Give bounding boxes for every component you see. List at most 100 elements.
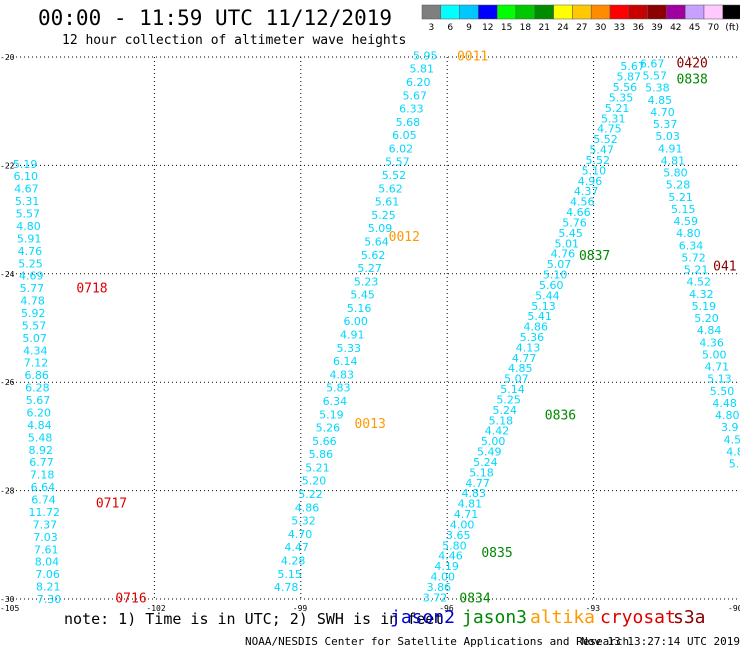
wave-height-point: 4.78 — [20, 295, 45, 308]
colorbar-swatch — [703, 4, 724, 20]
pass-time-label: 0420 — [677, 56, 708, 71]
colorbar-label: 12 — [482, 23, 493, 33]
wave-height-point: 6.05 — [392, 129, 417, 142]
wave-height-point: 3.9 — [721, 421, 739, 434]
wave-height-point: 3.65 — [446, 529, 471, 542]
wave-height-point: 5.80 — [442, 539, 467, 552]
wave-height-point: 5.31 — [601, 112, 626, 125]
wave-height-point: 5.01 — [555, 237, 580, 250]
pass-time-label: 0837 — [579, 249, 610, 264]
wave-height-point: 5.57 — [16, 208, 41, 221]
x-tick-label: -102 — [146, 604, 165, 613]
wave-height-point: 5.19 — [319, 408, 344, 421]
wave-height-point: 6.00 — [343, 315, 368, 328]
wave-height-point: 5.20 — [302, 475, 327, 488]
wave-height-point: 4.76 — [18, 245, 43, 258]
pass-time-label: 0716 — [115, 591, 146, 606]
colorbar-label: 42 — [670, 23, 681, 33]
wave-height-point: 5.95 — [413, 49, 438, 62]
wave-height-point: 5.44 — [535, 289, 560, 302]
colorbar-swatch — [478, 4, 498, 20]
wave-height-point: 4.96 — [578, 175, 603, 188]
wave-height-point: 5.77 — [20, 282, 45, 295]
wave-height-point: 6.14 — [333, 355, 358, 368]
wave-height-point: 5.64 — [364, 235, 389, 248]
wave-height-point: 4.84 — [697, 324, 722, 337]
colorbar-swatch — [722, 4, 740, 20]
colorbar-swatch — [628, 4, 648, 20]
wave-height-point: 4.91 — [658, 142, 683, 155]
wave-height-point: 5.36 — [520, 331, 545, 344]
wave-height-point: 4.32 — [689, 288, 714, 301]
wave-height-point: 4.59 — [674, 215, 699, 228]
wave-height-point: 3.86 — [427, 581, 452, 594]
colorbar-label: 33 — [614, 23, 625, 33]
wave-height-point: 4.91 — [340, 329, 365, 342]
wave-height-point: 5.83 — [326, 382, 351, 395]
colorbar-swatch — [515, 4, 536, 20]
wave-height-point: 8.21 — [36, 581, 61, 594]
pass-time-label: 041 — [713, 260, 736, 275]
wave-height-point: 4.52 — [686, 276, 711, 289]
wave-height-point: 5.15 — [277, 568, 302, 581]
wave-height-point: 4.71 — [454, 508, 479, 521]
units-note: note: 1) Time is in UTC; 2) SWH is in fe… — [64, 610, 444, 628]
wave-height-point: 5.26 — [316, 422, 341, 435]
wave-height-point: 5.35 — [609, 91, 634, 104]
wave-height-point: 7.06 — [35, 568, 60, 581]
wave-height-point: 7.61 — [34, 543, 59, 556]
wave-height-point: 5.25 — [496, 393, 521, 406]
wave-height-point: 5.0 — [729, 458, 740, 471]
wave-height-point: 5.03 — [655, 130, 680, 143]
wave-height-point: 4.46 — [438, 550, 463, 563]
wave-height-point: 5.67 — [403, 89, 428, 102]
wave-height-point: 5.87 — [617, 71, 642, 84]
wave-height-point: 5.61 — [375, 196, 400, 209]
wave-height-point: 6.28 — [25, 382, 50, 395]
wave-height-point: 4.66 — [566, 206, 591, 219]
wave-height-point: 4.5 — [724, 433, 740, 446]
wave-height-point: 6.20 — [26, 406, 51, 419]
wave-height-point: 6.67 — [640, 58, 665, 71]
colorbar-swatch — [572, 4, 592, 20]
wave-height-point: 6.20 — [406, 76, 431, 89]
wave-height-point: 4.81 — [458, 498, 483, 511]
wave-height-point: 5.24 — [493, 404, 518, 417]
wave-height-point: 5.25 — [371, 209, 396, 222]
wave-height-point: 7.12 — [24, 357, 49, 370]
wave-height-point: 4.86 — [524, 321, 549, 334]
wave-height-point: 4.37 — [574, 185, 599, 198]
wave-height-point: 5.15 — [671, 203, 696, 216]
wave-height-point: 7.03 — [33, 531, 58, 544]
wave-height-point: 4.76 — [551, 248, 576, 261]
x-tick-label: -96 — [439, 604, 454, 613]
pass-time-label: 0013 — [354, 417, 385, 432]
legend-cryosat: cryosat — [600, 607, 676, 628]
colorbar-swatch — [553, 4, 573, 20]
wave-height-point: 6.02 — [389, 142, 414, 155]
wave-height-point: 5.76 — [562, 216, 587, 229]
wave-height-point: 4.71 — [705, 361, 730, 374]
wave-height-point: 5.67 — [620, 60, 645, 73]
legend-jason3: jason3 — [462, 607, 528, 628]
wave-height-point: 4.34 — [23, 344, 48, 357]
wave-height-point: 4.84 — [27, 419, 52, 432]
legend-jason2: jason2 — [390, 607, 456, 628]
wave-height-point: 5.13 — [531, 300, 556, 313]
wave-height-point: 4.86 — [295, 501, 320, 514]
wave-height-point: 4.00 — [431, 571, 456, 584]
wave-height-point: 6.86 — [24, 369, 49, 382]
wave-height-point: 7.37 — [33, 518, 58, 531]
y-tick-label: -22 — [0, 161, 15, 170]
wave-height-point: 5.14 — [500, 383, 525, 396]
wave-height-point: 5.27 — [357, 262, 382, 275]
colorbar-swatch — [609, 4, 630, 20]
wave-height-point: 4.69 — [19, 270, 44, 283]
colorbar-swatch — [590, 4, 611, 20]
wave-height-point: 4.47 — [284, 541, 309, 554]
wave-height-point: 4.83 — [330, 368, 355, 381]
wave-height-point: 5.45 — [350, 289, 375, 302]
wave-height-point: 4.00 — [450, 518, 475, 531]
wave-height-point: 5.21 — [684, 264, 709, 277]
wave-height-point: 5.20 — [694, 312, 719, 325]
